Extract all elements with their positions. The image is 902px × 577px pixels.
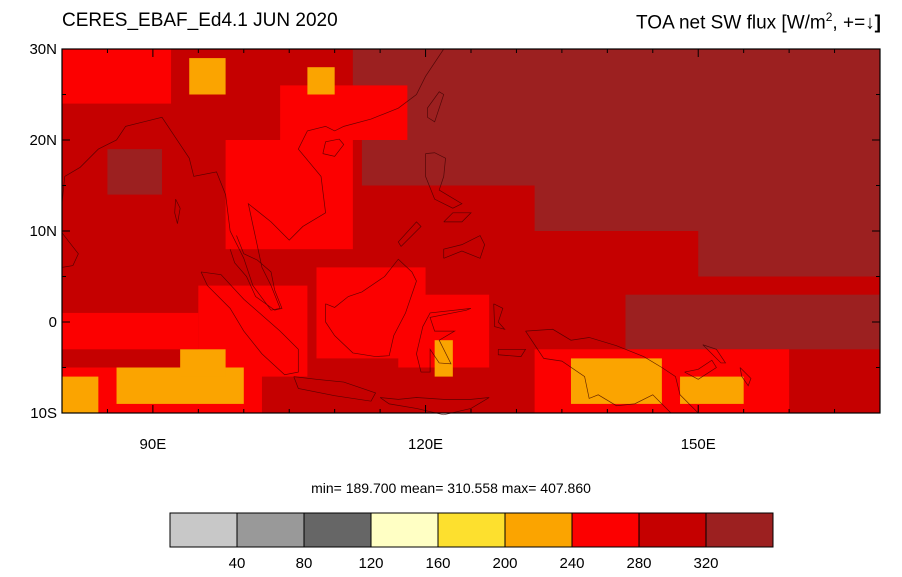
coast-bougainville [739, 367, 752, 387]
coastlines [61, 48, 752, 416]
flux-field [62, 49, 880, 413]
field-orange-sw [62, 376, 99, 413]
coast-seram [497, 348, 527, 357]
field-orange-io2 [180, 349, 226, 377]
legend-boxes [169, 512, 774, 548]
y-tick-label: 30N [29, 41, 57, 58]
coast-indochina [247, 48, 445, 309]
variable-title: TOA net SW flux [W/m2, +=↓] [636, 10, 881, 34]
coast-mindanao [443, 235, 486, 259]
chart-title: CERES_EBAF_Ed4.1 JUN 2020 [62, 10, 338, 31]
field-india-red [62, 49, 172, 104]
coast-sumatra [200, 271, 299, 376]
coast-new-ireland [702, 344, 727, 364]
field-wpac-east2 [698, 231, 880, 277]
y-tick-label: 10N [29, 223, 57, 240]
coast-india-east [61, 116, 281, 311]
legend-swatch [571, 512, 640, 548]
coast-halmahera [493, 303, 506, 330]
field-orange-cel [434, 340, 453, 377]
field-south-china [280, 85, 408, 140]
axis-tick-labels: 30N 20N 10N 0 10S 90E 120E 150E [29, 41, 715, 453]
legend-label: 240 [559, 555, 584, 572]
legend-label: 80 [296, 555, 313, 572]
coast-new-britain [684, 359, 717, 380]
coast-borneo [325, 258, 417, 357]
x-tick-label: 90E [140, 436, 167, 453]
variable-title-text: TOA net SW flux [W/m [636, 12, 826, 34]
coast-palawan [397, 221, 422, 247]
x-tick-label: 150E [681, 436, 716, 453]
flux-map: 30N 20N 10N 0 10S 90E 120E 150E [29, 41, 881, 453]
coast-taiwan [427, 91, 445, 123]
legend-swatch [638, 512, 707, 548]
legend-label: 40 [229, 555, 246, 572]
legend-swatch [303, 512, 372, 548]
down-arrow-icon: ↓ [865, 12, 875, 34]
legend-labels: 40 80 120 160 200 240 280 320 [229, 555, 719, 572]
legend-label: 120 [358, 555, 383, 572]
y-tick-label: 20N [29, 132, 57, 149]
y-tick-label: 10S [30, 405, 57, 422]
legend-label: 200 [492, 555, 517, 572]
coast-andaman [174, 198, 181, 224]
variable-title-bracket: ] [874, 12, 881, 34]
stats-line: min= 189.700 mean= 310.558 max= 407.860 [311, 480, 591, 496]
legend-swatch [437, 512, 506, 548]
field-orange-png [570, 358, 662, 404]
axis-ticks [61, 48, 881, 414]
legend-swatch [705, 512, 774, 548]
coast-sulawesi [416, 308, 472, 373]
field-eq-band [62, 312, 199, 350]
legend-label: 280 [626, 555, 651, 572]
coast-hainan [322, 138, 345, 157]
coast-luzon [425, 152, 463, 209]
coast-visayas [443, 212, 472, 223]
field-wpac-mid [361, 140, 880, 186]
field-bay-dark [107, 149, 162, 195]
coast-lesser-sunda [379, 397, 490, 416]
coast-malay-pen [229, 235, 283, 311]
field-wpac-east [534, 185, 880, 231]
legend-label: 320 [693, 555, 718, 572]
legend-swatch [169, 512, 238, 548]
coast-java [293, 376, 377, 402]
field-orange-n [189, 58, 226, 95]
legend-swatch [370, 512, 439, 548]
field-indochina [225, 140, 353, 250]
variable-title-suffix: , += [832, 12, 866, 34]
field-eq-pac [625, 294, 880, 350]
variable-title-sup: 2 [825, 10, 833, 24]
y-tick-label: 0 [49, 314, 57, 331]
legend-label: 160 [425, 555, 450, 572]
field-wpac-north [352, 49, 880, 140]
legend-swatch [504, 512, 573, 548]
field-orange-png2 [680, 376, 744, 404]
x-tick-label: 120E [408, 436, 443, 453]
field-orange-n2 [307, 67, 335, 95]
legend-swatch [236, 512, 305, 548]
